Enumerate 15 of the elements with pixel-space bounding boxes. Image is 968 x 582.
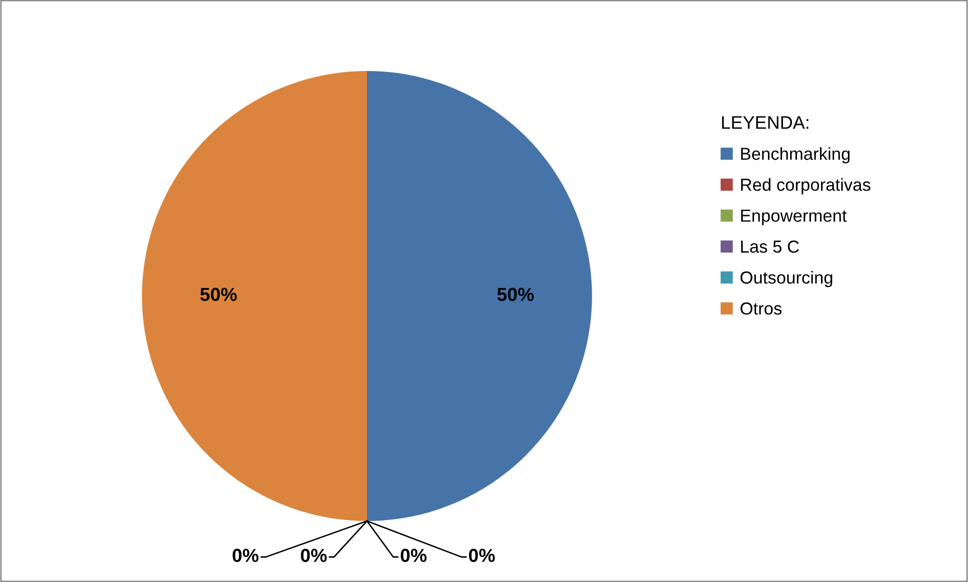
legend-title: LEYENDA: [722,116,808,129]
text: 0% [232,548,259,562]
data-label: 50% [200,288,237,302]
legend-label: Las 5 C [741,240,799,253]
data-label: 50% [497,288,534,302]
text: 0% [300,548,327,562]
pie-slice [367,71,592,521]
pie-slice [142,71,367,521]
text: 0% [468,548,495,562]
legend-label: Outsourcing [740,270,832,288]
legend-label: Otros [740,302,782,315]
legend-label: Enpowerment [741,210,847,226]
legend-label: Benchmarking [741,147,850,164]
text: 0% [400,548,427,562]
legend-label: Red corporativas [741,178,870,194]
